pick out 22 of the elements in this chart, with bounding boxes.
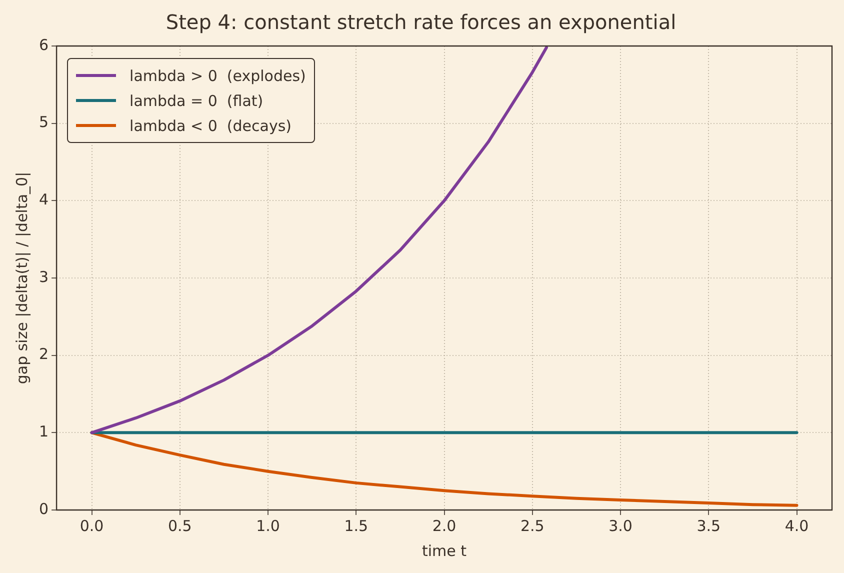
x-tick-label: 3.0 [608,516,632,535]
y-tick-label: 5 [38,113,49,132]
chart-title: Step 4: constant stretch rate forces an exponential [166,10,676,34]
x-tick-label: 0.0 [80,516,104,535]
y-tick-label: 3 [38,268,49,286]
legend-label: lambda = 0 (flat) [130,92,264,110]
x-tick-label: 3.5 [696,516,721,535]
x-tick-label: 2.5 [520,516,544,535]
y-tick-label: 6 [38,36,49,54]
x-axis-title: time t [422,542,467,560]
x-tick-label: 0.5 [168,516,192,535]
x-tick-label: 2.0 [432,516,456,535]
y-tick-label: 0 [38,500,49,518]
y-axis-title: gap size |delta(t)| / |delta_0| [12,172,31,384]
y-tick-label: 1 [38,422,49,441]
x-tick-label: 1.0 [256,516,280,535]
x-tick-label: 4.0 [784,516,809,535]
legend-label: lambda > 0 (explodes) [130,66,306,84]
legend-label: lambda < 0 (decays) [130,116,292,134]
y-tick-label: 4 [38,190,49,209]
x-tick-label: 1.5 [344,516,368,535]
y-tick-label: 2 [38,345,49,364]
